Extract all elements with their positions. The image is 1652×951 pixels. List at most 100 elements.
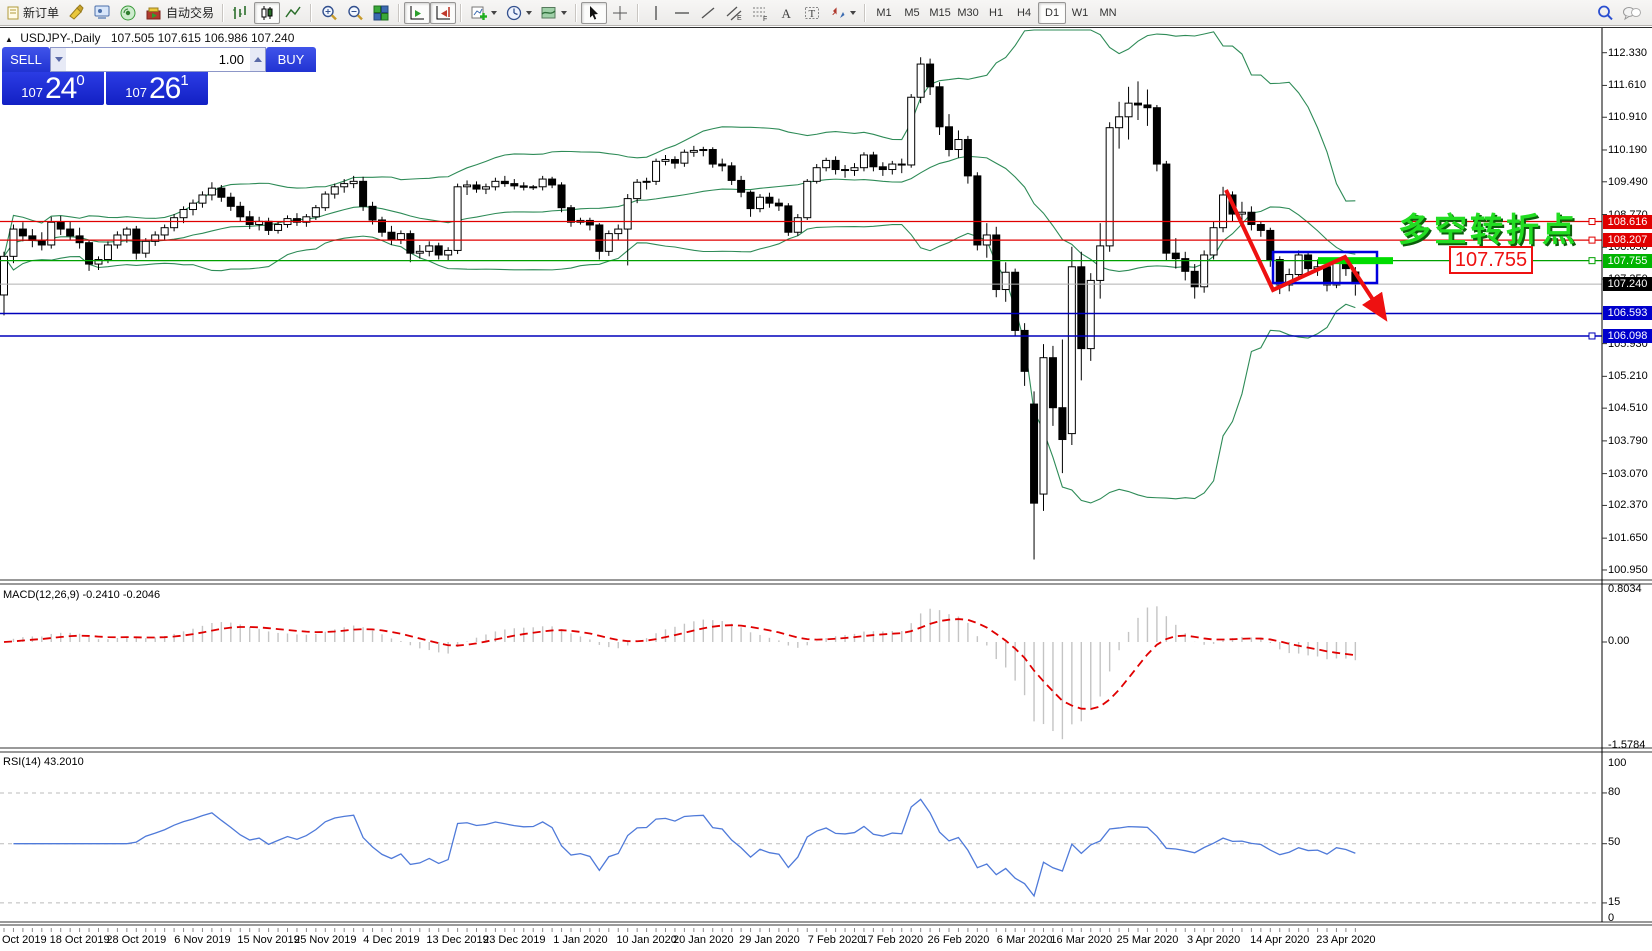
new-order-button[interactable]: 新订单: [2, 2, 63, 24]
templates-icon: [541, 6, 556, 18]
date-label: 28 Oct 2019: [106, 934, 167, 946]
tf-h4-button[interactable]: H4: [1017, 6, 1032, 19]
new-chart-caret-icon: [491, 10, 498, 15]
arrows-tool-button[interactable]: [825, 2, 860, 24]
buy-price-big: 26: [148, 72, 181, 105]
buy-button[interactable]: BUY: [266, 47, 316, 72]
volume-input[interactable]: [66, 48, 250, 71]
volume-down-button[interactable]: [51, 48, 66, 71]
sell-price-panel[interactable]: 107 24 0: [2, 72, 104, 105]
date-label: 13 Dec 2019: [426, 934, 489, 946]
new-chart-icon: [471, 6, 488, 20]
brush-button[interactable]: [63, 2, 89, 24]
rsi-axis-label: 0: [1608, 912, 1615, 924]
macd-axis-label: 0.00: [1608, 635, 1630, 647]
tf-m5-button[interactable]: M5: [904, 6, 920, 19]
price-tick-label: 102.370: [1608, 499, 1648, 512]
price-tag-annotation[interactable]: 107.755: [1449, 246, 1533, 274]
tf-m1-button[interactable]: M1: [876, 6, 892, 19]
trendline-tool-button[interactable]: [695, 2, 721, 24]
price-tick-label: 109.490: [1608, 175, 1648, 188]
price-badge: 108.207: [1603, 233, 1652, 248]
symbol-header: ▲ USDJPY-,Daily 107.505 107.615 106.986 …: [5, 31, 294, 45]
timeframe-bar: M1 M5 M15 M30 H1 H4 D1 W1 MN: [870, 1, 1122, 24]
volume-up-button[interactable]: [250, 48, 265, 71]
tf-m15-button[interactable]: M15: [929, 6, 951, 19]
text-tool-button[interactable]: A: [773, 2, 799, 24]
line-chart-button[interactable]: [280, 2, 306, 24]
tf-d1-button[interactable]: D1: [1038, 1, 1067, 24]
collapse-triangle-icon[interactable]: ▲: [5, 35, 13, 44]
price-badge: 106.593: [1603, 306, 1652, 321]
new-chart-button[interactable]: [466, 2, 501, 24]
bar-chart-icon: [233, 5, 246, 19]
auto-scroll-button[interactable]: [404, 1, 431, 24]
macd-axis-label: 0.8034: [1608, 583, 1642, 595]
channel-tool-button[interactable]: E: [721, 2, 747, 24]
search-button[interactable]: [1592, 2, 1618, 24]
price-badge: 106.098: [1603, 328, 1652, 343]
horizontal-line-tool-button[interactable]: [669, 2, 695, 24]
crosshair-tool-button[interactable]: [607, 2, 633, 24]
toolbar-separator: [575, 3, 578, 22]
tile-windows-button[interactable]: [368, 2, 394, 24]
chat-button[interactable]: [1618, 2, 1646, 24]
terminal-icon: [94, 5, 110, 19]
tf-w1-button[interactable]: W1: [1071, 6, 1089, 19]
tf-mn-button[interactable]: MN: [1099, 6, 1117, 19]
chat-icon: [1623, 6, 1641, 20]
tile-windows-icon: [373, 5, 389, 20]
price-level-lines[interactable]: [0, 218, 1602, 340]
templates-button[interactable]: [536, 2, 571, 24]
svg-text:T: T: [809, 8, 816, 20]
date-label: 6 Nov 2019: [174, 934, 231, 946]
turning-point-annotation[interactable]: 多空转折点: [1398, 211, 1578, 248]
buy-price-panel[interactable]: 107 26 1: [106, 72, 208, 105]
vertical-line-icon: [655, 5, 657, 20]
fibonacci-tool-button[interactable]: F: [747, 2, 773, 24]
rsi-indicator: [0, 792, 1600, 904]
macd-indicator: [3, 606, 1357, 740]
text-label-icon: T: [805, 6, 820, 20]
date-label: 26 Feb 2020: [927, 934, 990, 946]
candlestick-chart-button[interactable]: [254, 1, 281, 24]
zoom-in-icon: [322, 5, 337, 20]
chart-objects[interactable]: [1224, 189, 1393, 322]
profiles-button[interactable]: [501, 2, 536, 24]
bar-chart-button[interactable]: [228, 2, 254, 24]
search-icon: [1598, 5, 1613, 20]
rsi-axis-label: 15: [1608, 896, 1621, 908]
tf-m30-button[interactable]: M30: [957, 6, 979, 19]
date-label: 6 Mar 2020: [996, 934, 1053, 946]
new-order-icon: [7, 6, 19, 19]
sell-button[interactable]: SELL: [2, 47, 50, 72]
symbol-ohlc: 107.505 107.615 106.986 107.240: [110, 31, 295, 45]
vertical-line-tool-button[interactable]: [643, 2, 669, 24]
price-badge: 107.240: [1603, 277, 1652, 292]
autotrading-icon: [146, 7, 161, 19]
symbol-title: USDJPY-,Daily: [20, 31, 101, 45]
tf-h1-button[interactable]: H1: [989, 6, 1004, 19]
zoom-out-button[interactable]: [342, 2, 368, 24]
price-tick-label: 101.650: [1608, 532, 1648, 545]
cursor-tool-button[interactable]: [581, 1, 608, 24]
broadcast-button[interactable]: [115, 2, 141, 24]
autotrading-button[interactable]: 自动交易: [141, 2, 218, 24]
terminal-button[interactable]: [89, 2, 115, 24]
channel-icon: E: [726, 6, 742, 22]
toolbar-separator: [637, 3, 640, 22]
auto-scroll-icon: [410, 5, 425, 19]
volume-stepper: [50, 47, 266, 72]
price-tick-label: 105.210: [1608, 370, 1648, 383]
zoom-in-button[interactable]: [316, 2, 342, 24]
date-label: 20 Jan 2020: [673, 934, 734, 946]
date-label: 14 Apr 2020: [1250, 934, 1310, 946]
text-label-tool-button[interactable]: T: [799, 2, 825, 24]
date-label: 1 Jan 2020: [553, 934, 608, 946]
fibonacci-icon: F: [753, 7, 767, 22]
chart-shift-button[interactable]: [430, 1, 457, 24]
date-label: 23 Apr 2020: [1316, 934, 1376, 946]
arrows-caret-icon: [850, 10, 857, 15]
price-tick-label: 104.510: [1608, 402, 1648, 415]
